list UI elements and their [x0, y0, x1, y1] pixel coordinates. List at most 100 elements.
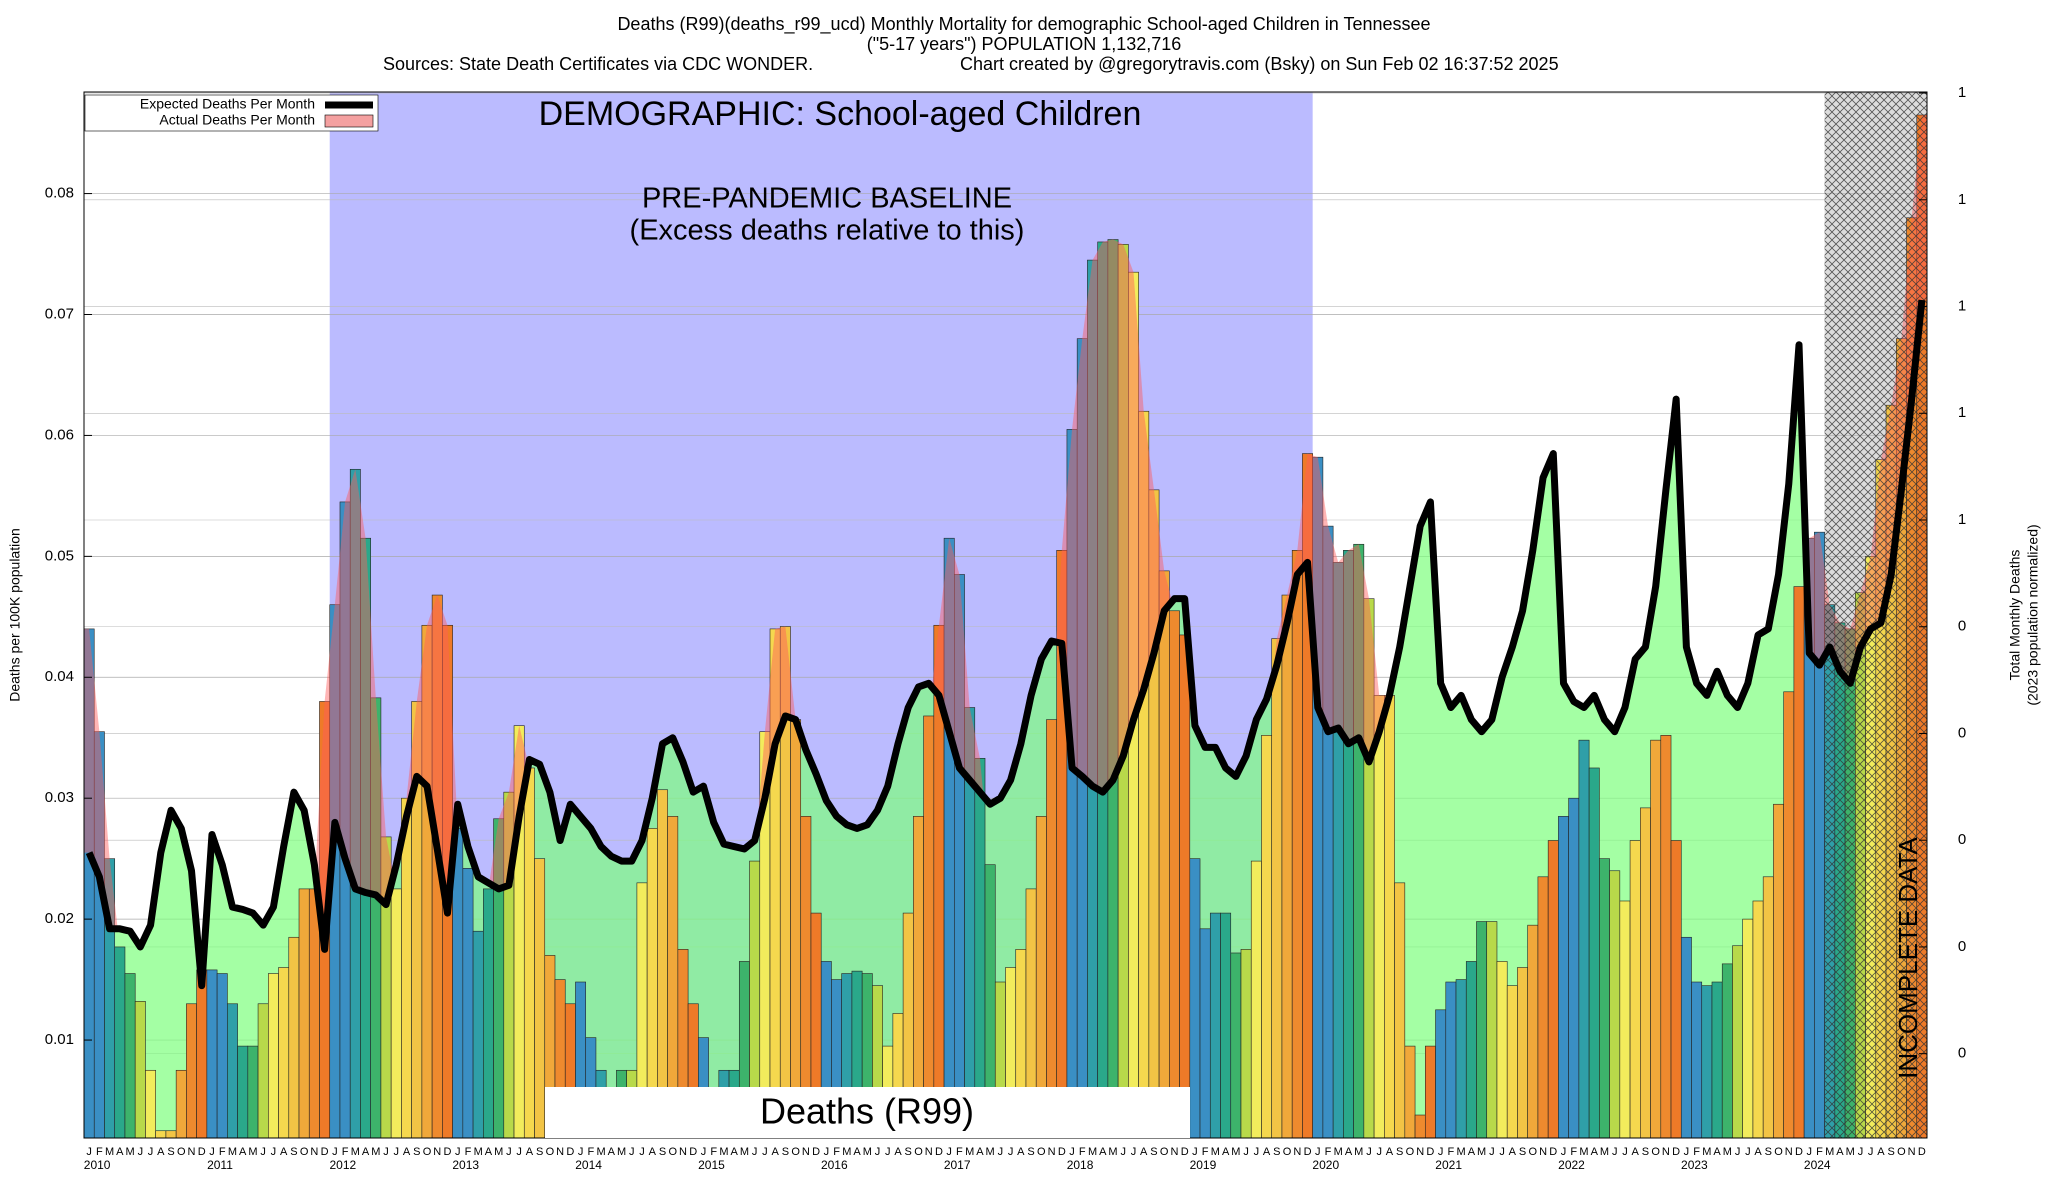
x-tick-label: M	[617, 1146, 626, 1158]
bar	[534, 858, 546, 1138]
x-tick-label: J	[1376, 1146, 1382, 1158]
x-tick-label: J	[1807, 1146, 1813, 1158]
bar	[1261, 735, 1273, 1138]
bar	[1721, 963, 1733, 1138]
bar	[483, 888, 494, 1138]
y2-tick-label: 1	[1958, 191, 1966, 208]
x-tick-label: A	[1222, 1146, 1230, 1158]
x-tick-label: J	[1684, 1146, 1690, 1158]
bar	[1189, 858, 1201, 1138]
x-tick-label: J	[885, 1146, 891, 1158]
y-tick-label: 0.07	[45, 305, 74, 322]
bar	[1046, 719, 1057, 1138]
incomplete-hatch	[1824, 92, 1927, 1138]
x-tick-label: D	[444, 1146, 452, 1158]
footer-box	[545, 1087, 1190, 1138]
year-label: 2013	[452, 1158, 479, 1172]
bar	[1435, 1009, 1447, 1138]
year-label: 2010	[84, 1158, 111, 1172]
x-tick-label: M	[1477, 1146, 1486, 1158]
x-tick-label: A	[1754, 1146, 1762, 1158]
x-tick-label: J	[1008, 1146, 1014, 1158]
x-tick-label: N	[1048, 1146, 1056, 1158]
x-tick-label: J	[260, 1146, 266, 1158]
x-tick-label: A	[1509, 1146, 1517, 1158]
x-tick-label: J	[86, 1146, 92, 1158]
bar	[155, 1130, 167, 1138]
x-tick-label: J	[138, 1146, 144, 1158]
x-tick-label: N	[1908, 1146, 1916, 1158]
bar	[1599, 858, 1610, 1138]
x-tick-label: D	[1549, 1146, 1557, 1158]
x-tick-label: A	[1099, 1146, 1107, 1158]
incomplete-label: INCOMPLETE DATA	[1893, 836, 1923, 1078]
y2-axis-label: (2023 population normalized)	[2025, 524, 2041, 705]
x-tick-label: M	[1211, 1146, 1220, 1158]
bar	[257, 1003, 269, 1138]
x-tick-label: J	[998, 1146, 1004, 1158]
x-tick-label: S	[905, 1146, 912, 1158]
x-tick-label: N	[679, 1146, 687, 1158]
x-tick-label: J	[1612, 1146, 1618, 1158]
x-tick-label: J	[209, 1146, 215, 1158]
bar	[1271, 638, 1283, 1138]
x-tick-label: F	[96, 1146, 103, 1158]
x-tick-label: M	[1825, 1146, 1834, 1158]
x-tick-label: M	[1579, 1146, 1588, 1158]
sources: Sources: State Death Certificates via CD…	[383, 54, 813, 74]
x-tick-label: M	[1702, 1146, 1711, 1158]
x-tick-label: J	[455, 1146, 461, 1158]
x-tick-label: O	[1406, 1146, 1415, 1158]
bar	[196, 969, 208, 1138]
x-tick-label: A	[1017, 1146, 1025, 1158]
bar	[114, 946, 126, 1138]
bar	[1640, 807, 1651, 1138]
y-tick-label: 0.05	[45, 547, 74, 564]
x-tick-label: J	[1858, 1146, 1864, 1158]
x-tick-label: D	[1918, 1146, 1926, 1158]
x-tick-label: M	[1334, 1146, 1343, 1158]
x-tick-label: J	[1243, 1146, 1249, 1158]
bar	[1732, 945, 1743, 1138]
x-tick-label: J	[701, 1146, 707, 1158]
baseline-sublabel: (Excess deaths relative to this)	[630, 215, 1025, 247]
x-tick-label: M	[965, 1146, 974, 1158]
x-tick-label: J	[148, 1146, 154, 1158]
x-tick-label: O	[1651, 1146, 1660, 1158]
bar	[1578, 739, 1590, 1138]
x-tick-label: A	[1632, 1146, 1640, 1158]
x-tick-label: N	[1416, 1146, 1424, 1158]
expected-line	[85, 299, 1926, 990]
bar	[1455, 979, 1467, 1138]
x-tick-label: M	[1108, 1146, 1117, 1158]
bar	[134, 1001, 146, 1138]
bar	[1220, 912, 1232, 1138]
year-label: 2022	[1558, 1158, 1585, 1172]
bar	[462, 868, 474, 1138]
x-tick-label: A	[116, 1146, 124, 1158]
year-label: 2023	[1681, 1158, 1708, 1172]
x-tick-label: D	[689, 1146, 697, 1158]
x-tick-label: J	[578, 1146, 584, 1158]
bar	[1230, 952, 1242, 1138]
legend-label: Expected Deaths Per Month	[140, 96, 315, 112]
x-tick-label: M	[1231, 1146, 1240, 1158]
bar	[1465, 961, 1477, 1138]
bar	[657, 789, 668, 1138]
x-tick-label: N	[1662, 1146, 1670, 1158]
x-tick-label: M	[986, 1146, 995, 1158]
x-tick-label: S	[290, 1146, 297, 1158]
x-tick-label: M	[494, 1146, 503, 1158]
x-tick-label: J	[875, 1146, 881, 1158]
x-tick-label: S	[1519, 1146, 1526, 1158]
x-tick-label: J	[752, 1146, 758, 1158]
x-tick-label: J	[1131, 1146, 1137, 1158]
bar	[278, 967, 290, 1138]
bar	[1588, 767, 1600, 1138]
bar	[390, 888, 402, 1138]
bar	[1609, 870, 1621, 1138]
x-tick-label: A	[1591, 1146, 1599, 1158]
bar	[1209, 912, 1221, 1138]
y-tick-label: 0.06	[45, 426, 74, 443]
x-tick-label: D	[321, 1146, 329, 1158]
